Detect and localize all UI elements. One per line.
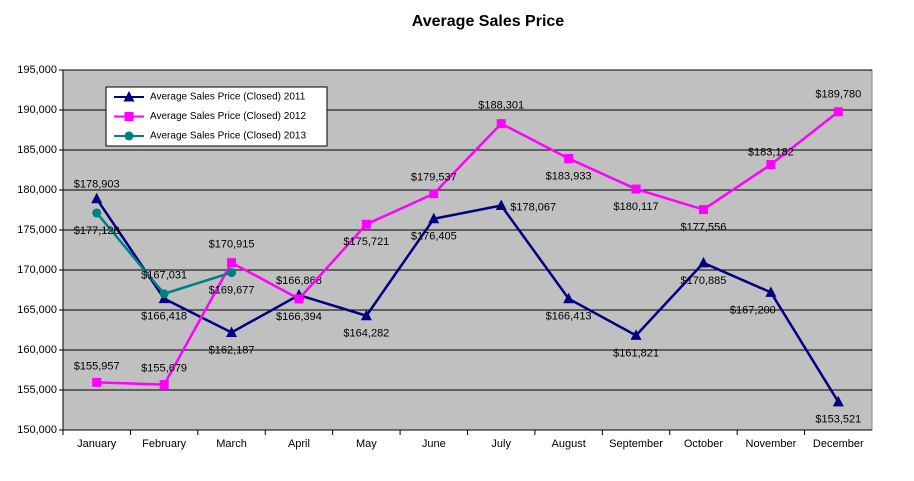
value-label: $167,031 bbox=[141, 270, 187, 282]
value-label: $166,418 bbox=[141, 311, 187, 323]
x-tick-label: February bbox=[142, 438, 187, 450]
legend: Average Sales Price (Closed) 2011 Average… bbox=[105, 86, 328, 147]
value-label: $189,780 bbox=[815, 89, 861, 101]
y-tick-label: 175,000 bbox=[17, 224, 57, 236]
value-label: $179,537 bbox=[411, 172, 457, 184]
y-tick-label: 190,000 bbox=[17, 104, 57, 116]
x-tick-label: January bbox=[77, 438, 117, 450]
value-label: $183,933 bbox=[546, 170, 592, 182]
value-label: $164,282 bbox=[343, 328, 389, 340]
marker bbox=[226, 326, 238, 338]
x-tick-label: October bbox=[684, 438, 723, 450]
value-label: $170,885 bbox=[681, 275, 727, 287]
legend-label: Average Sales Price (Closed) 2012 bbox=[150, 111, 306, 122]
x-tick-label: September bbox=[609, 438, 663, 450]
marker bbox=[91, 192, 103, 204]
marker bbox=[227, 268, 237, 278]
marker bbox=[765, 286, 777, 297]
value-label: $175,721 bbox=[343, 236, 389, 248]
value-label: $178,067 bbox=[510, 201, 556, 213]
x-tick-label: December bbox=[813, 438, 864, 450]
y-tick-label: 180,000 bbox=[17, 184, 57, 196]
value-label: $183,182 bbox=[748, 146, 794, 158]
y-tick-label: 185,000 bbox=[17, 144, 57, 156]
y-tick-label: 195,000 bbox=[17, 64, 57, 76]
y-tick-label: 160,000 bbox=[17, 344, 57, 356]
value-label: $176,405 bbox=[411, 231, 457, 243]
value-label: $155,679 bbox=[141, 362, 187, 374]
x-tick-label: November bbox=[746, 438, 797, 450]
marker bbox=[124, 131, 134, 141]
marker bbox=[159, 380, 169, 390]
y-tick-label: 165,000 bbox=[17, 304, 57, 316]
value-label: $177,556 bbox=[681, 221, 727, 233]
y-tick-label: 170,000 bbox=[17, 264, 57, 276]
marker bbox=[833, 107, 843, 117]
marker bbox=[361, 219, 371, 229]
value-label: $188,301 bbox=[478, 99, 524, 111]
marker bbox=[697, 256, 709, 268]
value-label: $177,128 bbox=[74, 225, 120, 237]
y-tick-label: 155,000 bbox=[17, 384, 57, 396]
value-label: $178,903 bbox=[74, 179, 120, 191]
marker bbox=[92, 377, 102, 387]
marker bbox=[630, 329, 642, 340]
x-tick-label: May bbox=[356, 438, 377, 450]
marker bbox=[92, 208, 102, 218]
marker bbox=[429, 189, 439, 199]
marker bbox=[428, 212, 440, 224]
marker bbox=[124, 112, 134, 121]
value-label: $162,187 bbox=[209, 344, 255, 356]
value-label: $166,868 bbox=[276, 275, 322, 287]
marker bbox=[496, 119, 506, 129]
marker bbox=[563, 292, 575, 304]
legend-label: Average Sales Price (Closed) 2011 bbox=[150, 92, 306, 103]
legend-label: Average Sales Price (Closed) 2013 bbox=[150, 131, 306, 142]
value-label: $170,915 bbox=[209, 239, 255, 251]
value-label: $167,200 bbox=[730, 304, 776, 316]
marker bbox=[159, 289, 169, 299]
series-line bbox=[96, 110, 840, 386]
marker bbox=[294, 294, 304, 304]
value-label: $153,521 bbox=[815, 414, 861, 426]
value-label: $166,394 bbox=[276, 311, 322, 323]
marker bbox=[766, 160, 776, 170]
marker bbox=[698, 205, 708, 215]
x-tick-label: March bbox=[216, 438, 247, 450]
x-tick-label: April bbox=[288, 438, 310, 450]
marker bbox=[564, 154, 574, 164]
marker bbox=[495, 199, 507, 210]
chart-title: Average Sales Price bbox=[412, 13, 565, 30]
value-label: $161,821 bbox=[613, 347, 659, 359]
marker bbox=[360, 309, 372, 321]
marker bbox=[123, 91, 135, 102]
marker bbox=[832, 395, 844, 407]
value-label: $169,677 bbox=[209, 284, 255, 296]
series-line bbox=[95, 198, 840, 403]
marker bbox=[227, 258, 237, 268]
value-label: $166,413 bbox=[546, 311, 592, 323]
x-tick-label: June bbox=[422, 438, 446, 450]
value-label: $180,117 bbox=[614, 201, 659, 213]
x-tick-label: July bbox=[491, 438, 511, 450]
value-label: $155,957 bbox=[74, 360, 120, 372]
x-tick-label: August bbox=[552, 438, 586, 450]
marker bbox=[631, 184, 641, 194]
y-tick-label: 150,000 bbox=[17, 424, 57, 436]
